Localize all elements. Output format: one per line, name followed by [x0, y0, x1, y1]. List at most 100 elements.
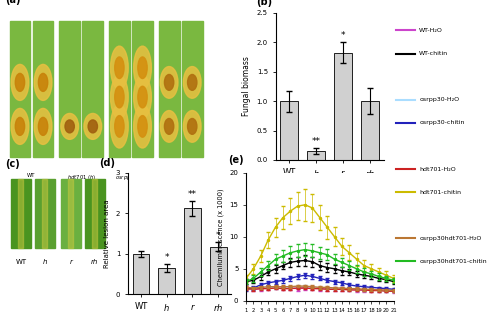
osrpp30-H₂O	[339, 287, 345, 291]
osrpp30hdt701-H₂O	[369, 287, 374, 291]
Text: hdt701-chitin: hdt701-chitin	[419, 190, 461, 195]
osrpp30-H₂O	[376, 289, 382, 292]
Text: WT-chitin: WT-chitin	[419, 51, 448, 56]
Text: *: *	[164, 253, 169, 262]
WT-H₂O	[280, 286, 286, 290]
osrpp30-chitin	[295, 275, 301, 278]
Bar	[280, 101, 298, 160]
Bar	[59, 21, 80, 157]
osrpp30hdt701-chitin	[309, 249, 315, 253]
osrpp30-H₂O	[280, 286, 286, 290]
Text: WT: WT	[27, 173, 36, 178]
osrpp30hdt701-H₂O	[287, 285, 293, 289]
Text: WT: WT	[16, 259, 27, 265]
osrpp30hdt701-chitin	[317, 251, 323, 255]
osrpp30-chitin	[339, 281, 345, 285]
Ellipse shape	[115, 86, 124, 108]
osrpp30hdt701-chitin	[324, 253, 330, 257]
osrpp30hdt701-chitin	[376, 275, 382, 278]
Text: (a): (a)	[5, 0, 21, 5]
WT-H₂O	[317, 287, 323, 291]
Ellipse shape	[11, 64, 29, 100]
osrpp30-H₂O	[332, 287, 338, 291]
Text: hdt701-H₂O: hdt701-H₂O	[419, 166, 456, 172]
WT-chitin	[265, 270, 271, 274]
Text: **: **	[188, 190, 197, 199]
osrpp30-chitin	[324, 278, 330, 282]
hdt701-chitin	[302, 203, 308, 207]
Line: hdt701-H₂O: hdt701-H₂O	[245, 287, 395, 292]
osrpp30hdt701-H₂O	[383, 288, 389, 292]
Ellipse shape	[34, 64, 52, 100]
osrpp30-H₂O	[250, 287, 256, 291]
Ellipse shape	[134, 46, 152, 89]
hdt701-chitin	[295, 204, 301, 208]
osrpp30-chitin	[391, 287, 397, 291]
hdt701-H₂O	[324, 287, 330, 291]
osrpp30-chitin	[376, 286, 382, 290]
osrpp30hdt701-H₂O	[273, 285, 278, 289]
osrpp30hdt701-chitin	[258, 270, 264, 274]
WT-H₂O	[383, 289, 389, 292]
hdt701-H₂O	[339, 287, 345, 291]
osrpp30-H₂O	[324, 286, 330, 290]
Line: osrpp30-H₂O: osrpp30-H₂O	[245, 286, 395, 292]
WT-H₂O	[258, 287, 264, 291]
osrpp30hdt701-H₂O	[258, 285, 264, 289]
WT-chitin	[391, 280, 397, 284]
osrpp30-H₂O	[369, 288, 374, 292]
osrpp30hdt701-chitin	[273, 257, 278, 261]
osrpp30hdt701-chitin	[361, 270, 367, 274]
hdt701-H₂O	[317, 287, 323, 291]
WT-H₂O	[309, 286, 315, 290]
Bar	[82, 21, 103, 157]
osrpp30-chitin	[346, 283, 352, 287]
Ellipse shape	[138, 116, 147, 137]
Line: WT-chitin: WT-chitin	[245, 260, 395, 283]
Ellipse shape	[164, 75, 174, 90]
Text: $osrpp30hdt701$ ($rh$): $osrpp30hdt701$ ($rh$)	[154, 173, 207, 182]
osrpp30-chitin	[361, 285, 367, 289]
Bar	[182, 21, 203, 157]
Ellipse shape	[134, 105, 152, 148]
Ellipse shape	[38, 117, 48, 135]
WT-chitin	[309, 260, 315, 264]
Bar	[158, 268, 175, 294]
hdt701-H₂O	[376, 289, 382, 292]
Text: osrpp30-chitin: osrpp30-chitin	[419, 120, 464, 125]
osrpp30hdt701-H₂O	[376, 288, 382, 292]
osrpp30hdt701-chitin	[295, 249, 301, 253]
hdt701-chitin	[265, 238, 271, 242]
Line: WT-H₂O: WT-H₂O	[245, 286, 395, 292]
Line: hdt701-chitin: hdt701-chitin	[245, 204, 395, 279]
osrpp30-chitin	[273, 280, 278, 284]
WT-chitin	[376, 276, 382, 280]
hdt701-H₂O	[258, 287, 264, 291]
osrpp30hdt701-chitin	[332, 257, 338, 261]
osrpp30-chitin	[280, 278, 286, 282]
hdt701-H₂O	[273, 286, 278, 290]
osrpp30-chitin	[250, 286, 256, 290]
Bar	[308, 151, 325, 160]
Text: *: *	[341, 31, 345, 40]
Y-axis label: Chemiluminescence (x 1000): Chemiluminescence (x 1000)	[217, 188, 224, 286]
WT-chitin	[243, 280, 249, 284]
WT-H₂O	[287, 286, 293, 290]
hdt701-chitin	[243, 276, 249, 280]
hdt701-chitin	[354, 257, 360, 261]
Bar	[11, 180, 31, 248]
osrpp30-chitin	[265, 281, 271, 285]
Bar	[35, 180, 55, 248]
Text: osrpp30hdt701-H₂O: osrpp30hdt701-H₂O	[419, 236, 482, 241]
hdt701-H₂O	[295, 286, 301, 290]
WT-H₂O	[243, 285, 249, 289]
WT-chitin	[339, 269, 345, 273]
Ellipse shape	[160, 67, 178, 98]
Bar	[61, 180, 81, 248]
Ellipse shape	[184, 110, 201, 142]
osrpp30-H₂O	[391, 289, 397, 293]
Ellipse shape	[115, 57, 124, 78]
Bar	[133, 254, 150, 294]
Text: h: h	[43, 259, 47, 265]
osrpp30hdt701-H₂O	[324, 285, 330, 289]
